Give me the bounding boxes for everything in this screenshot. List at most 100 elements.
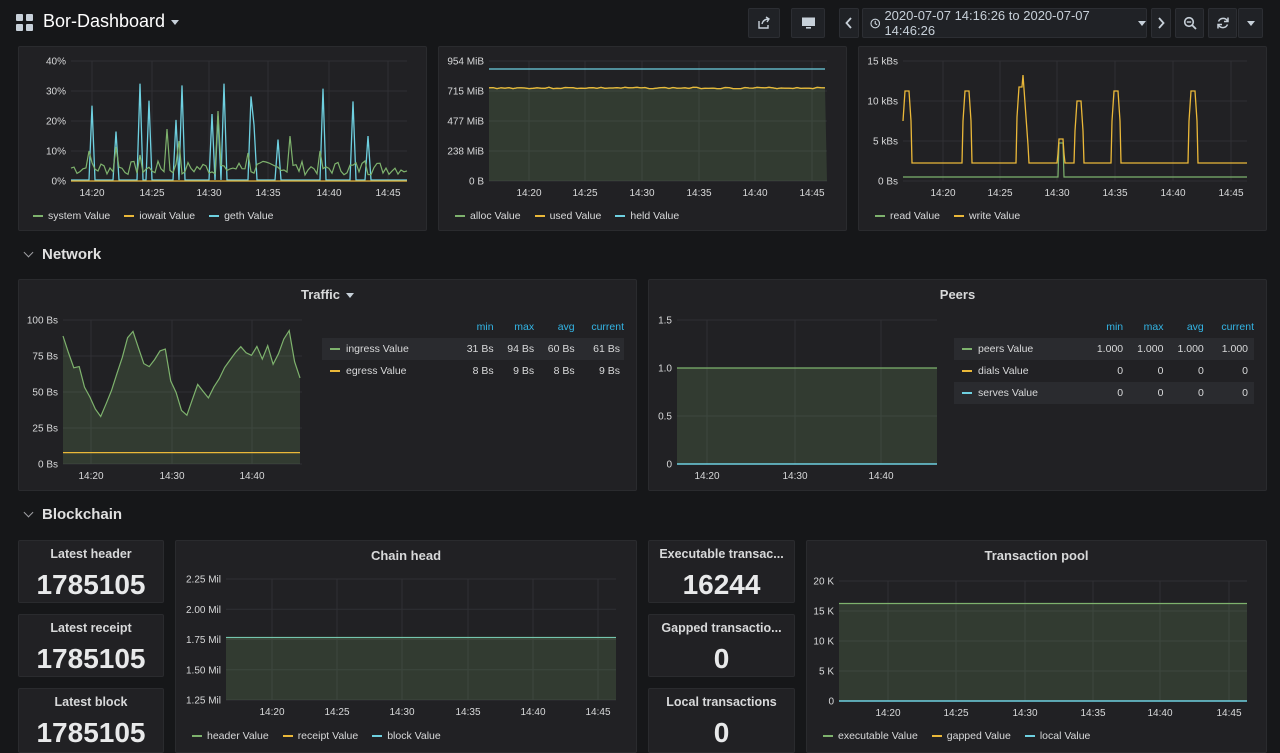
time-range-picker[interactable]: 2020-07-07 14:16:26 to 2020-07-07 14:46:… (862, 8, 1147, 38)
legend-item[interactable]: write Value (954, 210, 1020, 222)
y-tick-label: 1.25 Mil (186, 696, 221, 707)
row-network-toggle[interactable]: Network (23, 246, 101, 263)
legend-item[interactable]: block Value (372, 730, 441, 742)
legend-item[interactable]: system Value (33, 210, 110, 222)
legend-label: block Value (387, 730, 441, 742)
y-tick-label: 954 MiB (447, 57, 484, 68)
latest-block-stat[interactable]: Latest block 1785105 (18, 688, 164, 753)
header-series-area (226, 637, 616, 700)
legend-item[interactable]: geth Value (209, 210, 274, 222)
legend-header-name (954, 320, 1083, 338)
legend-header-current[interactable]: current (591, 321, 624, 333)
legend-swatch-yellow (931, 735, 942, 738)
stat-title: Executable transac... (659, 547, 784, 561)
executable-transactions-stat[interactable]: Executable transac... 16244 (648, 540, 795, 603)
peers-graph[interactable]: 1.5 1.0 0.5 0 14:20 14:30 14:40 (649, 310, 949, 490)
disk-panel: 15 kBs 10 kBs 5 kBs 0 Bs 14:20 14:25 14:30 14:3… (858, 46, 1267, 231)
panel-title[interactable]: Traffic (19, 287, 636, 302)
legend-swatch-yellow (124, 215, 135, 218)
panel-title[interactable]: Transaction pool (984, 548, 1089, 563)
x-tick-label: 14:40 (316, 188, 341, 199)
y-tick-label: 15 kBs (867, 57, 898, 68)
legend-header-min[interactable]: min (476, 321, 494, 333)
legend-row[interactable]: peers Value 1.000 1.000 1.000 1.000 (954, 338, 1254, 360)
legend-label: geth Value (224, 210, 274, 222)
peers-series-area (677, 368, 937, 464)
x-tick-label: 14:25 (943, 708, 968, 719)
view-mode-button[interactable] (791, 8, 825, 38)
legend-header-current[interactable]: current (1221, 321, 1254, 333)
legend-row[interactable]: egress Value 8 Bs 9 Bs 8 Bs 9 Bs (322, 360, 624, 382)
legend-series-name: egress Value (322, 360, 453, 382)
legend-item[interactable]: alloc Value (455, 210, 521, 222)
legend-max: 9 Bs (513, 365, 535, 377)
caret-down-icon (346, 293, 354, 299)
geth-series-line (71, 83, 407, 181)
stat-title: Latest receipt (50, 621, 132, 635)
gapped-transactions-stat[interactable]: Gapped transactio... 0 (648, 614, 795, 677)
legend-item[interactable]: header Value (192, 730, 269, 742)
panel-title[interactable]: Peers (939, 287, 976, 302)
stat-title: Gapped transactio... (661, 621, 782, 635)
legend-item[interactable]: used Value (534, 210, 601, 222)
legend-row[interactable]: ingress Value 31 Bs 94 Bs 60 Bs 61 Bs (322, 338, 624, 360)
legend-item[interactable]: receipt Value (282, 730, 358, 742)
legend-item[interactable]: held Value (615, 210, 679, 222)
time-back-button[interactable] (839, 8, 859, 38)
cpu-graph[interactable]: 40% 30% 20% 10% 0% 14:20 14:25 14:30 14:35 14:40 1… (19, 47, 426, 207)
legend-item[interactable]: local Value (1024, 730, 1091, 742)
legend-current: 1.000 (1203, 338, 1254, 360)
legend-header-avg[interactable]: avg (1186, 321, 1204, 333)
traffic-graph[interactable]: 100 Bs 75 Bs 50 Bs 25 Bs 0 Bs 14:20 14:30 14:40 (19, 310, 319, 490)
legend-label: local Value (1039, 730, 1091, 742)
y-tick-label: 10 kBs (867, 97, 898, 108)
x-tick-label: 14:40 (742, 188, 767, 199)
x-tick-label: 14:20 (79, 188, 104, 199)
row-blockchain-toggle[interactable]: Blockchain (23, 506, 123, 523)
dashboard-title-picker[interactable]: Bor-Dashboard (43, 11, 180, 32)
legend-row[interactable]: dials Value 0 0 0 0 (954, 360, 1254, 382)
latest-header-stat[interactable]: Latest header 1785105 (18, 540, 164, 603)
x-tick-label: 14:30 (389, 707, 414, 718)
x-tick-label: 14:25 (139, 188, 164, 199)
executable-series-area (839, 603, 1247, 701)
stat-title: Latest header (50, 547, 132, 561)
local-transactions-stat[interactable]: Local transactions 0 (648, 688, 795, 753)
legend-header-max[interactable]: max (1143, 321, 1164, 333)
refresh-button[interactable] (1208, 8, 1237, 38)
legend-series-name: serves Value (954, 382, 1083, 404)
y-tick-label: 2.25 Mil (186, 575, 221, 586)
refresh-interval-dropdown[interactable] (1238, 8, 1263, 38)
legend-label: write Value (969, 210, 1021, 222)
transaction-pool-graph[interactable]: 20 K 15 K 10 K 5 K 0 14:20 14:25 14:30 14:35 14:4… (807, 569, 1266, 729)
latest-receipt-stat[interactable]: Latest receipt 1785105 (18, 614, 164, 677)
x-tick-label: 14:20 (259, 707, 284, 718)
legend-swatch-green (875, 215, 885, 218)
time-forward-button[interactable] (1151, 8, 1171, 38)
legend-label: serves Value (978, 387, 1038, 399)
legend-item[interactable]: read Value (875, 210, 940, 222)
legend-item[interactable]: executable Value (823, 730, 918, 742)
legend-header-max[interactable]: max (514, 321, 535, 333)
chevron-left-icon (845, 17, 852, 29)
legend-current: 0 (1203, 382, 1254, 404)
legend-current: 9 Bs (598, 365, 620, 377)
peers-panel: Peers 1.5 1.0 0.5 0 14:20 14:30 14:40 min max … (648, 279, 1267, 491)
legend-max: 1.000 (1123, 338, 1164, 360)
memory-graph[interactable]: 954 MiB 715 MiB 477 MiB 238 MiB 0 B 14:20 14:2… (439, 47, 846, 207)
disk-graph[interactable]: 15 kBs 10 kBs 5 kBs 0 Bs 14:20 14:25 14:30 14:3… (859, 47, 1266, 207)
chain-head-graph[interactable]: 2.25 Mil 2.00 Mil 1.75 Mil 1.50 Mil 1.25 Mil… (176, 569, 636, 729)
panel-title[interactable]: Chain head (370, 548, 442, 563)
legend-header-avg[interactable]: avg (557, 321, 575, 333)
legend-item[interactable]: iowait Value (124, 210, 195, 222)
legend-row[interactable]: serves Value 0 0 0 0 (954, 382, 1254, 404)
y-tick-label: 0.5 (658, 412, 672, 423)
zoom-out-button[interactable] (1175, 8, 1204, 38)
legend-item[interactable]: gapped Value (931, 730, 1011, 742)
share-button[interactable] (748, 8, 780, 38)
dashboard-grid-icon[interactable] (16, 14, 34, 32)
x-tick-label: 14:45 (1218, 188, 1243, 199)
row-title: Blockchain (42, 506, 123, 523)
legend-header-min[interactable]: min (1106, 321, 1124, 333)
memory-legend: alloc Value used Value held Value (455, 210, 679, 222)
